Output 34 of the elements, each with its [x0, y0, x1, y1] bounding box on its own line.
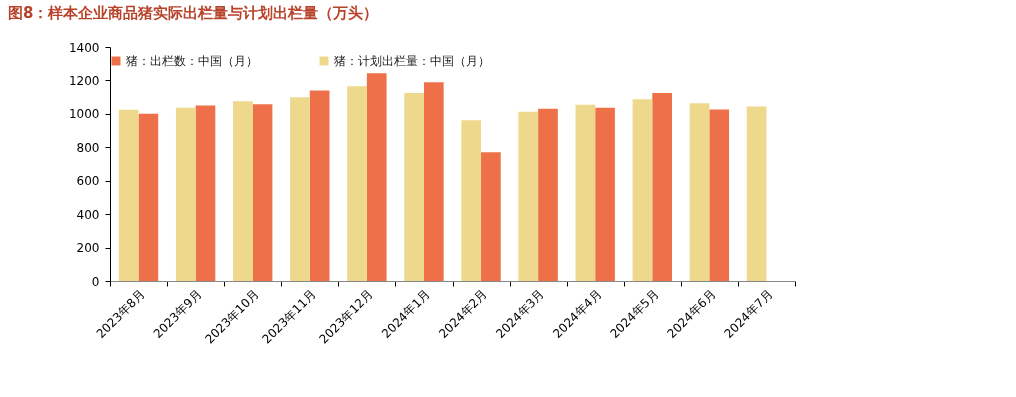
bar [689, 103, 710, 281]
bar [309, 90, 330, 281]
bar [518, 111, 539, 281]
y-tick-label: 1000 [68, 107, 100, 122]
y-tick-label: 600 [76, 174, 100, 189]
bar [461, 120, 482, 281]
legend-label: 猪：计划出栏量：中国（月） [334, 54, 490, 68]
bar [709, 109, 730, 281]
legend-label: 猪：出栏数：中国（月） [126, 54, 258, 68]
bar [138, 113, 159, 281]
bar [195, 105, 216, 281]
bar [746, 106, 767, 281]
bar [575, 104, 596, 281]
bar [366, 73, 387, 281]
bar [252, 104, 273, 281]
bar [175, 107, 196, 281]
bar [652, 92, 672, 281]
bar [538, 108, 558, 281]
y-tick-label: 200 [76, 241, 100, 256]
bar [290, 97, 310, 281]
bar [481, 152, 501, 281]
bar [632, 99, 653, 281]
y-tick-label: 1400 [68, 40, 100, 55]
bar [233, 101, 253, 281]
bar [595, 107, 615, 281]
bar [347, 86, 367, 281]
y-tick-label: 1200 [68, 73, 100, 88]
y-tick-label: 800 [76, 140, 100, 155]
chart-title: 图8：样本企业商品猪实际出栏量与计划出栏量（万头） [8, 4, 379, 22]
bar [404, 92, 424, 281]
y-tick-label: 0 [91, 274, 100, 289]
bar [423, 82, 444, 281]
y-tick-label: 400 [76, 207, 100, 222]
bar [118, 109, 139, 281]
